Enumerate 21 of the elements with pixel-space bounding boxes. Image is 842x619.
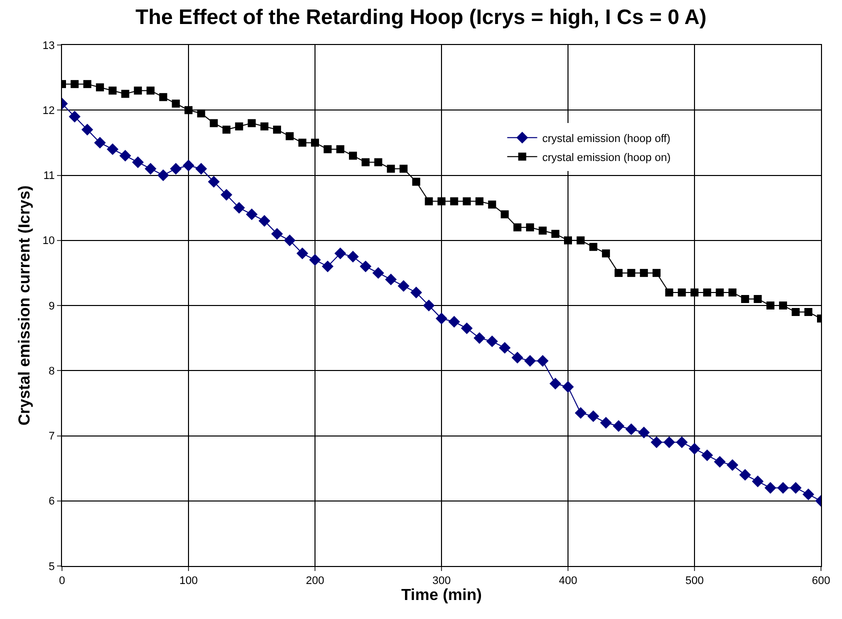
x-tick-label: 500 [685, 575, 704, 588]
x-axis-title: Time (min) [401, 587, 482, 604]
x-tick-label: 100 [179, 575, 198, 588]
y-axis-title: Crystal emission current (Icrys) [16, 185, 34, 426]
x-tick-label: 400 [558, 575, 578, 588]
y-tick-label: 10 [42, 235, 55, 248]
y-tick-label: 6 [48, 496, 55, 508]
x-tick-label: 600 [812, 575, 830, 588]
y-tick-label: 8 [48, 365, 55, 378]
y-tick-label: 13 [42, 40, 55, 52]
x-tick-label: 200 [306, 575, 324, 588]
chart-title: The Effect of the Retarding Hoop (Icrys = high, I Cs = 0 A) [136, 6, 706, 29]
y-tick-label: 7 [48, 430, 55, 443]
legend-label: crystal emission (hoop off) [542, 132, 670, 145]
legend-label: crystal emission (hoop on) [542, 152, 671, 164]
y-tick-label: 12 [42, 104, 55, 117]
x-tick-label: 300 [432, 575, 451, 588]
y-tick-label: 9 [48, 300, 55, 312]
x-tick-label: 0 [58, 575, 66, 588]
y-tick-label: 11 [43, 170, 55, 182]
y-tick-label: 5 [48, 560, 55, 573]
